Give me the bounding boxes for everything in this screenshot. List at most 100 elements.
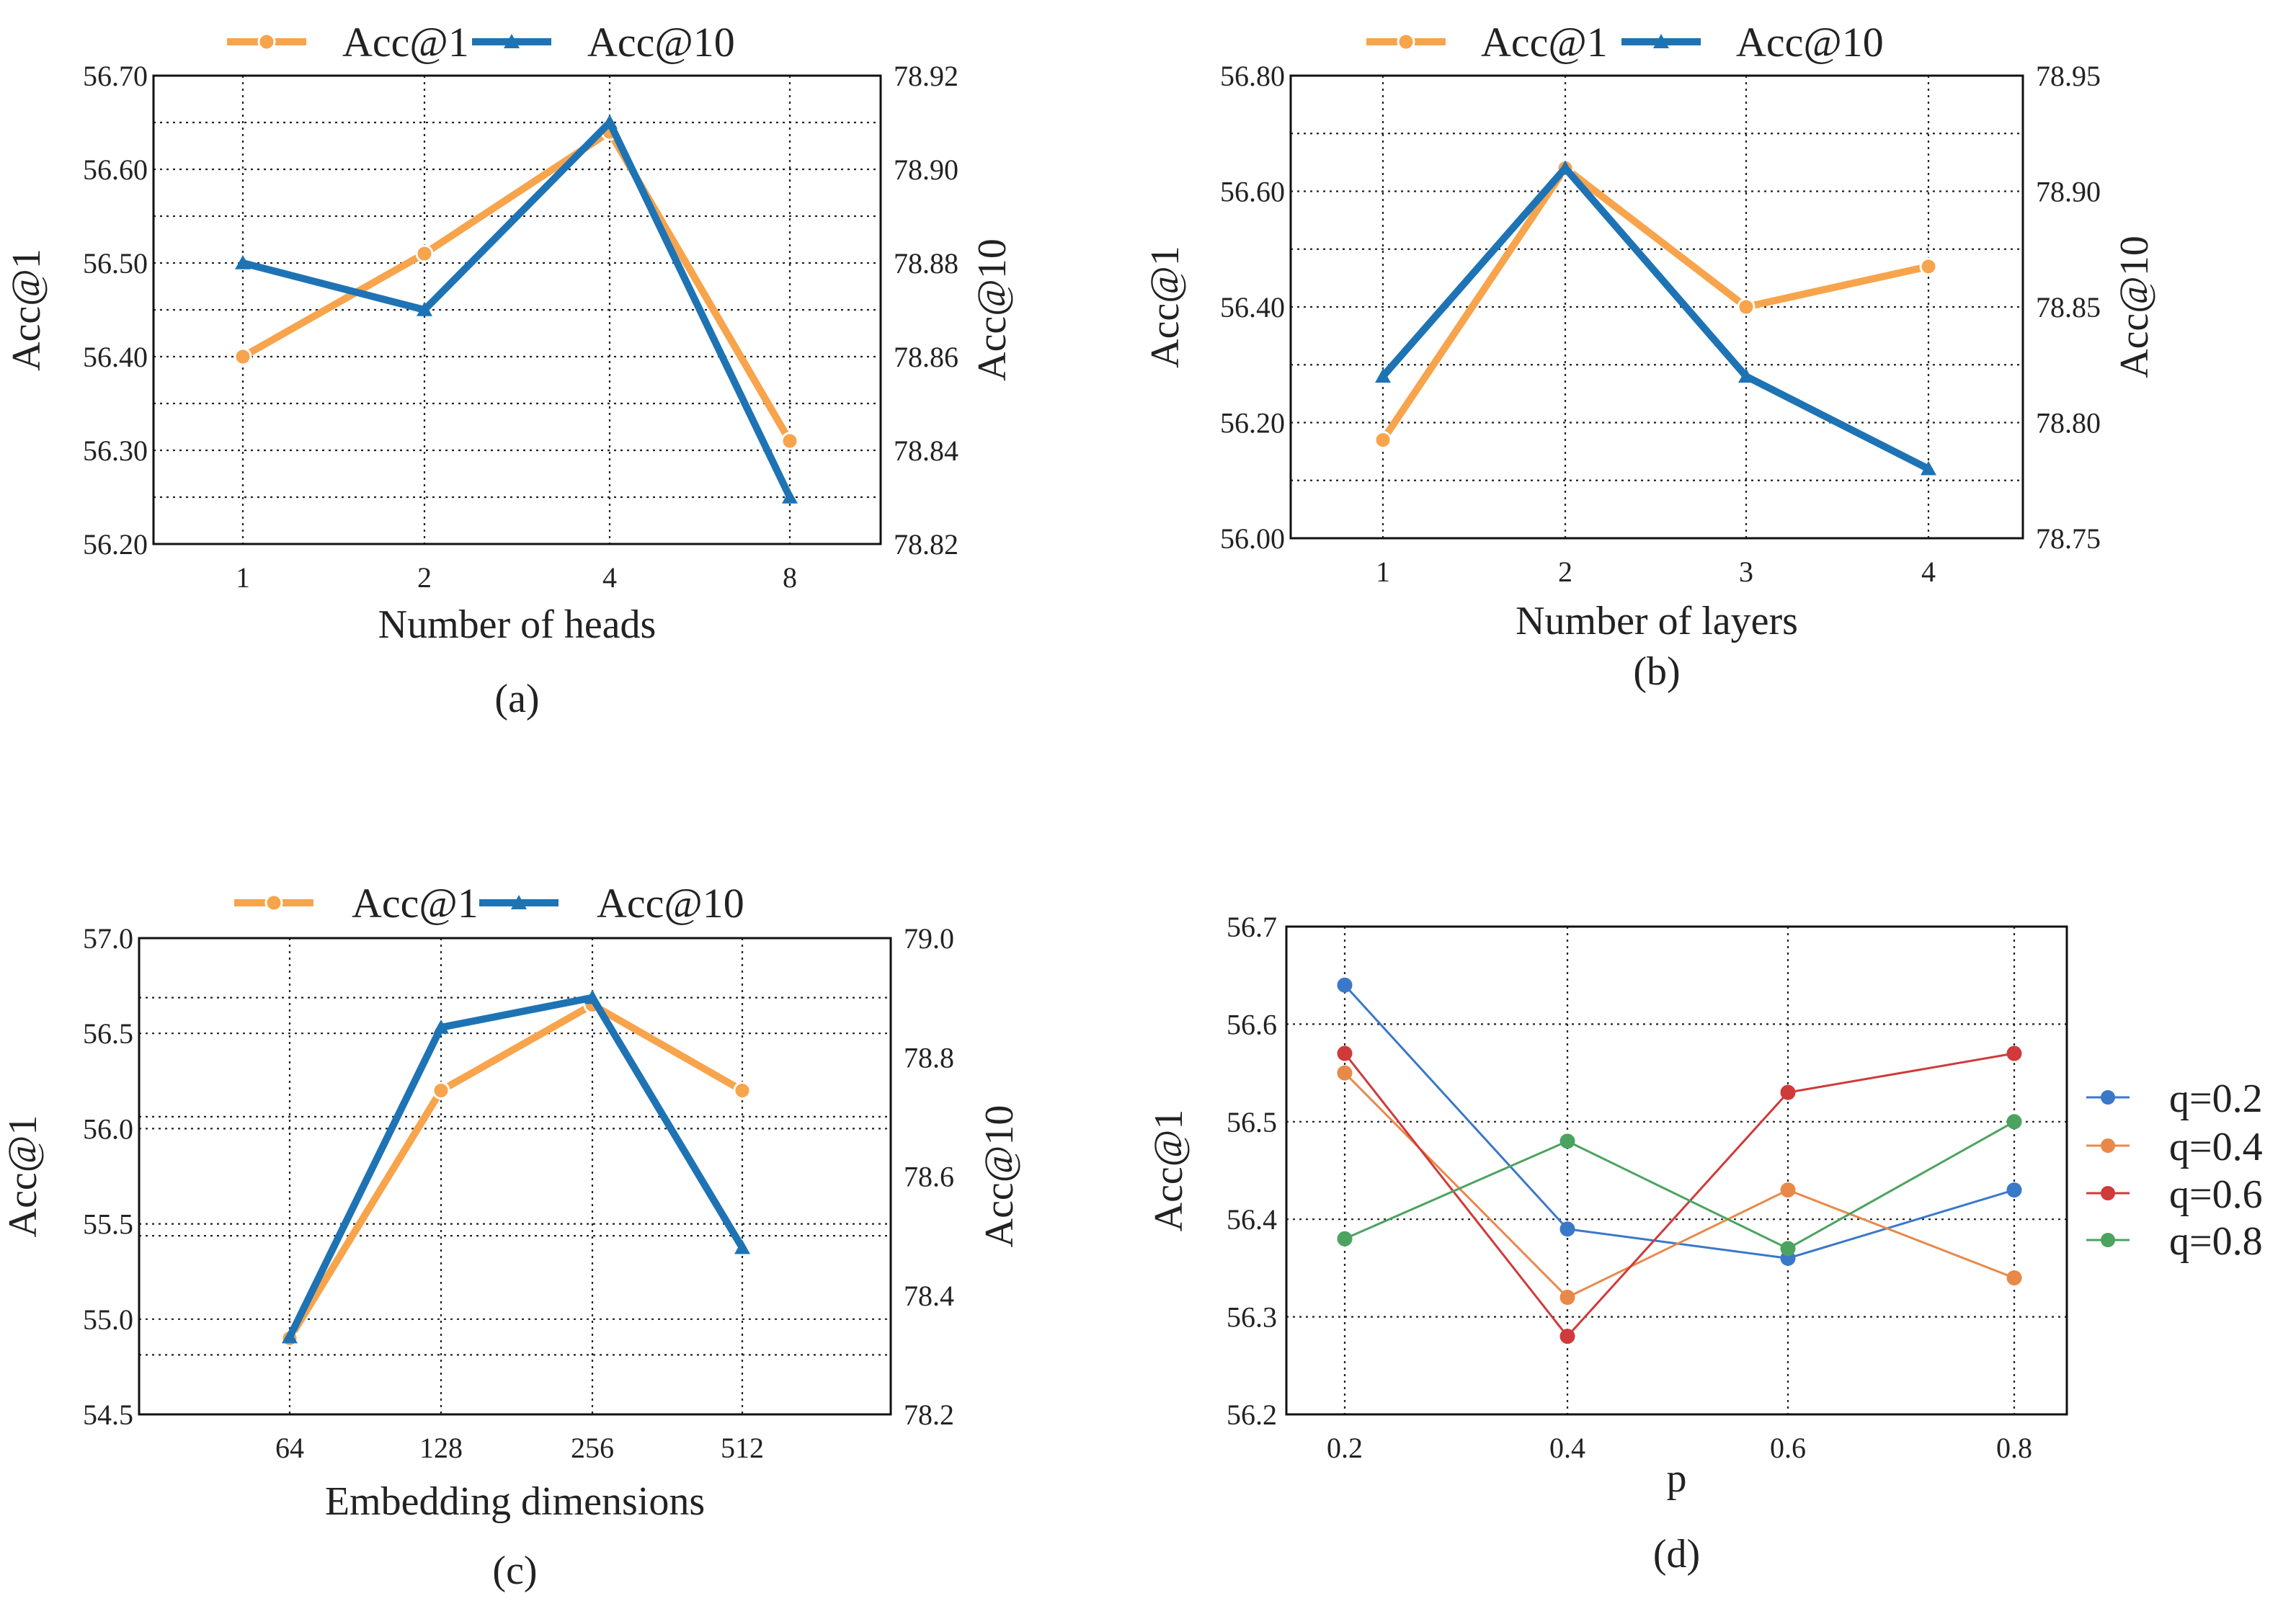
y2-axis-label: Acc@10 xyxy=(2112,236,2157,378)
data-point-acc-10 xyxy=(602,115,618,129)
data-point-acc-1 xyxy=(415,244,434,263)
y-tick-label: 56.50 xyxy=(83,247,148,280)
y2-axis-label: Acc@10 xyxy=(977,1105,1022,1248)
y2-tick-label: 78.84 xyxy=(894,434,958,467)
legend-label: Acc@1 xyxy=(1481,19,1608,66)
legend-marker xyxy=(1397,32,1415,51)
data-point-acc-10 xyxy=(1738,368,1754,383)
y2-tick-label: 78.90 xyxy=(2036,176,2101,208)
y-tick-label: 55.0 xyxy=(83,1303,133,1336)
y-tick-label: 56.00 xyxy=(1220,522,1285,555)
series-line-acc-10 xyxy=(1380,164,1931,473)
data-point-acc-10 xyxy=(782,489,798,504)
x-tick-label: 2 xyxy=(417,561,432,594)
y-axis-label: Acc@1 xyxy=(4,249,49,371)
data-point-q-0-2 xyxy=(2006,1182,2022,1198)
series-line-q-0-2 xyxy=(1343,984,2015,1259)
y-axis-label: Acc@1 xyxy=(1147,1110,1191,1232)
data-point-acc-1 xyxy=(733,1082,752,1100)
x-tick-label: 4 xyxy=(1921,556,1936,588)
series-line-acc-10 xyxy=(241,119,793,499)
y-tick-label: 56.2 xyxy=(1227,1399,1277,1431)
legend-marker xyxy=(2101,1233,2115,1247)
data-point-q-0-6 xyxy=(1780,1084,1796,1100)
x-tick-label: 128 xyxy=(419,1432,463,1464)
legend-marker xyxy=(264,893,283,912)
legend-marker xyxy=(2101,1138,2115,1153)
y2-tick-label: 78.86 xyxy=(894,341,958,373)
y-tick-label: 56.7 xyxy=(1227,911,1277,943)
legend-label: q=0.8 xyxy=(2169,1219,2263,1264)
x-tick-label: 1 xyxy=(1376,556,1390,588)
plot-frame xyxy=(152,74,882,545)
y-tick-label: 56.80 xyxy=(1220,60,1285,92)
chart-panel-a: 56.20 56.30 56.40 56.50 56.60 56.70 78.82 78.84… xyxy=(4,19,1015,721)
x-tick-label: 8 xyxy=(783,561,797,594)
legend-marker xyxy=(511,895,527,909)
legend-label: Acc@1 xyxy=(352,880,479,927)
data-point-acc-10 xyxy=(1557,160,1573,175)
y-tick-label: 56.6 xyxy=(1227,1008,1277,1040)
series-line-acc-1 xyxy=(286,1001,744,1340)
data-point-acc-1 xyxy=(1374,431,1392,450)
data-point-acc-1 xyxy=(432,1082,450,1100)
x-tick-label: 3 xyxy=(1739,556,1753,588)
panel-caption: (a) xyxy=(494,677,539,721)
data-point-acc-10 xyxy=(417,302,432,316)
data-point-q-0-2 xyxy=(1337,977,1353,993)
chart-panel-b: 56.00 56.20 56.40 56.60 56.80 78.75 78.80 78.85… xyxy=(1143,19,2157,694)
x-tick-label: 1 xyxy=(236,561,250,594)
legend-marker xyxy=(2101,1186,2115,1200)
y2-axis-label: Acc@10 xyxy=(970,238,1015,381)
data-point-acc-10 xyxy=(433,1019,449,1034)
y-axis-label: Acc@1 xyxy=(1,1115,45,1238)
data-point-q-0-2 xyxy=(1559,1221,1575,1237)
legend-label: Acc@1 xyxy=(342,19,469,66)
y-tick-label: 56.40 xyxy=(83,341,148,373)
y-tick-label: 56.60 xyxy=(83,153,148,186)
y2-tick-label: 78.2 xyxy=(904,1399,954,1431)
legend-label: q=0.6 xyxy=(2169,1172,2263,1217)
y-tick-label: 56.3 xyxy=(1227,1301,1277,1334)
y2-tick-label: 78.90 xyxy=(894,153,958,186)
x-tick-label: 64 xyxy=(275,1432,304,1464)
y-tick-label: 56.70 xyxy=(83,60,148,92)
x-axis-label: Number of layers xyxy=(1516,599,1798,643)
y2-tick-label: 79.0 xyxy=(904,922,954,955)
y-tick-label: 56.60 xyxy=(1220,176,1285,208)
panel-caption: (d) xyxy=(1653,1532,1700,1577)
y2-tick-label: 78.95 xyxy=(2036,60,2101,92)
data-point-acc-1 xyxy=(1919,257,1938,276)
panel-caption: (b) xyxy=(1633,649,1680,694)
x-tick-label: 0.8 xyxy=(1996,1432,2032,1464)
y2-tick-label: 78.82 xyxy=(894,528,958,561)
data-point-q-0-8 xyxy=(2006,1114,2022,1130)
y-axis-label: Acc@1 xyxy=(1143,246,1188,368)
data-point-q-0-6 xyxy=(1337,1045,1353,1061)
data-point-acc-1 xyxy=(233,347,252,366)
data-point-acc-10 xyxy=(1375,368,1391,383)
series-line-q-0-6 xyxy=(1343,1052,2015,1338)
series-line-acc-10 xyxy=(286,994,746,1339)
data-point-acc-1 xyxy=(780,432,799,450)
x-tick-label: 0.6 xyxy=(1770,1432,1806,1464)
data-point-acc-10 xyxy=(734,1239,750,1254)
legend-label: q=0.4 xyxy=(2169,1125,2263,1169)
x-tick-label: 2 xyxy=(1558,556,1572,588)
y-tick-label: 56.20 xyxy=(83,528,148,561)
x-axis-label: Embedding dimensions xyxy=(325,1479,705,1524)
y2-tick-label: 78.88 xyxy=(894,247,958,280)
y-tick-label: 56.0 xyxy=(83,1112,133,1145)
data-point-q-0-4 xyxy=(2006,1270,2022,1285)
legend-marker xyxy=(1653,34,1669,48)
data-point-q-0-4 xyxy=(1780,1182,1796,1198)
series-line-acc-1 xyxy=(1379,164,1930,442)
x-tick-label: 0.4 xyxy=(1549,1432,1585,1464)
x-axis-label: p xyxy=(1667,1456,1687,1501)
x-tick-label: 512 xyxy=(721,1432,764,1464)
y2-tick-label: 78.92 xyxy=(894,60,958,92)
series-line-q-0-8 xyxy=(1344,1120,2015,1250)
y2-tick-label: 78.85 xyxy=(2036,291,2101,324)
data-point-acc-10 xyxy=(584,989,600,1004)
